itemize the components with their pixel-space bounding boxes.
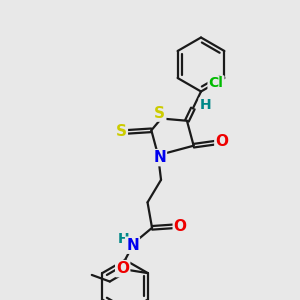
Text: Cl: Cl	[208, 76, 224, 90]
Text: N: N	[153, 150, 166, 165]
Text: N: N	[126, 238, 139, 253]
Text: O: O	[116, 261, 129, 276]
Text: O: O	[174, 219, 187, 234]
Text: S: S	[154, 106, 165, 121]
Text: H: H	[118, 232, 129, 246]
Text: S: S	[116, 124, 127, 139]
Text: H: H	[200, 98, 211, 112]
Text: O: O	[215, 134, 228, 149]
